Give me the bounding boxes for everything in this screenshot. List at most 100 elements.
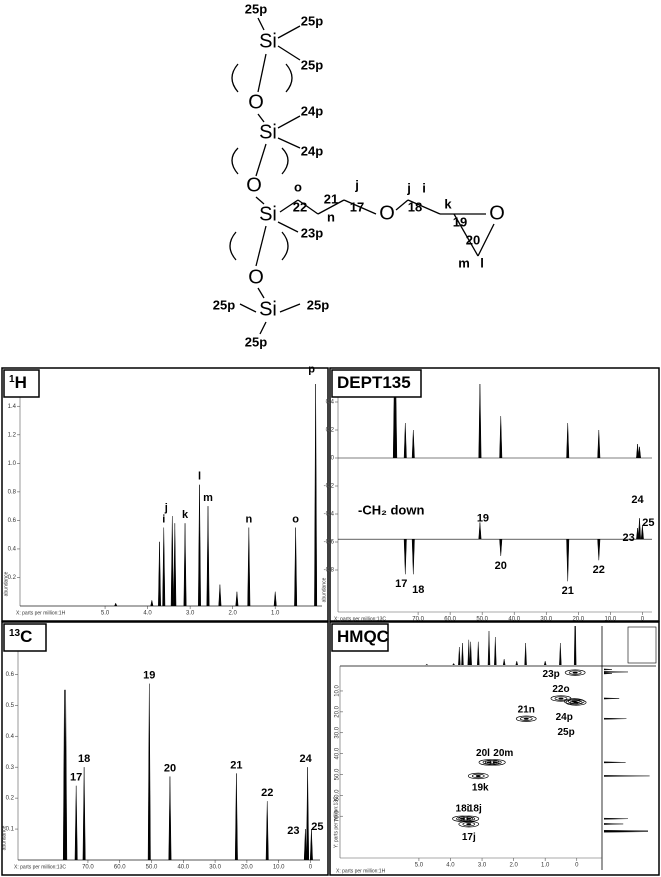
peak-label: 17 [395,578,407,590]
x-tick-label: 2.0 [229,611,238,617]
projection-peak [603,671,629,673]
x-tick-label: 10.0 [605,617,617,623]
peak [173,523,177,607]
peak [150,600,154,607]
peak-label: 24 [299,753,312,765]
x-tick-label: 30.0 [540,617,552,623]
x-tick-label: 0 [575,863,579,869]
y-tick-label: 60.0 [335,789,341,801]
projection-peak [425,663,428,666]
peak [198,484,201,607]
x-axis-label: X: parts per million:13C [334,616,386,622]
peak-label: 21 [562,585,574,597]
contour [554,696,568,701]
projection-peak [573,626,577,666]
y-tick-label: 70.0 [335,810,341,822]
x-axis-label: X: parts per million:1H [336,868,386,874]
y-axis-label: abundance [3,571,9,596]
peak-label: 23 [622,532,634,544]
contour [573,701,579,704]
y-tick-label: -0.6 [324,540,335,546]
projection-peak [494,636,497,666]
structure-label: 23p [301,225,323,240]
x-tick-label: 4.0 [143,611,152,617]
peak-label: p [308,364,315,376]
projection-peak [524,642,527,666]
y-tick-label: -0.2 [324,484,335,490]
peak-label: 24 [631,494,644,506]
peak [403,422,407,459]
cross-peak [564,669,586,676]
structure-label: 19 [453,214,467,229]
peak-label: k [182,509,189,521]
projection-peak [603,668,613,671]
peak [218,584,222,607]
y-tick-label: 0.2 [326,428,335,434]
structure-label: 25p [213,297,235,312]
peak-label: i [162,513,165,525]
y-tick-label: 0.6 [6,672,15,678]
projection-peak [543,660,547,666]
contour [462,816,476,821]
peak [168,776,172,861]
contour [523,717,529,720]
structure-label: n [327,209,335,224]
peak [403,539,407,575]
contour [488,760,502,765]
structure-label: j [354,177,359,192]
peak-label: l [198,471,201,483]
peak [265,801,269,861]
cross-peak [515,715,537,722]
peak-label: n [245,513,252,525]
structure-label: 25p [301,13,323,28]
contour [558,697,564,700]
peak [309,829,313,861]
panel-title-box [3,623,47,652]
structure-label: 18 [408,199,422,214]
peak-label: 18 [412,584,424,596]
structure-label: O [246,174,262,196]
structure-label: 25p [307,297,329,312]
y-tick-label: 0 [331,456,335,462]
y-axis-label: Y: parts per million:13C [333,796,339,848]
structure-label: O [489,202,505,224]
peak-label: 19 [477,512,489,524]
peak-label: 18 [78,753,90,765]
spectrum [18,683,320,861]
contour [471,773,485,779]
peak-label: 23 [287,825,299,837]
structure-bonds [229,17,495,335]
peak [636,443,640,459]
y-tick-label: 0.4 [8,547,17,553]
projection-peak [467,639,470,666]
y-axis-label: abundance [1,825,7,850]
x-tick-label: 30.0 [209,865,221,871]
peak [566,422,570,459]
title-superscript: 13 [9,628,21,639]
x-tick-label: 60.0 [444,617,456,623]
peak [566,539,570,582]
cross-peak-label: 18j [468,803,482,814]
x-tick-label: 1.0 [541,863,550,869]
x-tick-label: 20.0 [241,865,253,871]
structure-label: 25p [245,1,267,16]
structure-label: 25p [245,334,267,349]
structure-label: 25p [301,57,323,72]
peak-label: 21 [230,759,242,771]
y-tick-label: 0.4 [326,400,335,406]
contour [569,700,583,705]
y-tick-label: 1.4 [8,404,17,410]
cross-peak [484,759,506,766]
title-text: C [20,627,32,646]
peak [74,785,78,861]
y-tick-label: -0.8 [324,568,335,574]
cross-peak-label: 17j [462,832,476,843]
panel-title-box [331,369,422,398]
cross-peak-label: 23p [543,669,560,680]
contour [492,761,498,764]
panel-title: 1H [9,373,27,392]
y-tick-label: -0.4 [324,512,335,518]
spectrum [338,384,652,582]
x-tick-label: 4.0 [446,863,455,869]
